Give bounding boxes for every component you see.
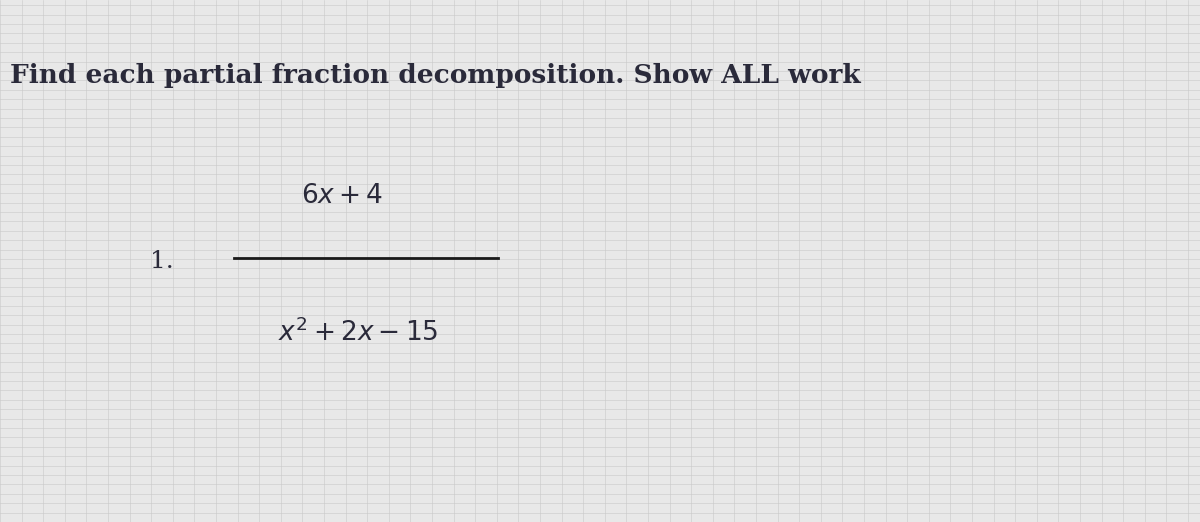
Text: $6x+4$: $6x+4$ [301, 183, 383, 208]
Text: Find each partial fraction decomposition. Show ALL work: Find each partial fraction decomposition… [10, 63, 860, 88]
Text: $x^2+2x-15$: $x^2+2x-15$ [278, 317, 439, 346]
Text: 1.: 1. [150, 250, 174, 272]
